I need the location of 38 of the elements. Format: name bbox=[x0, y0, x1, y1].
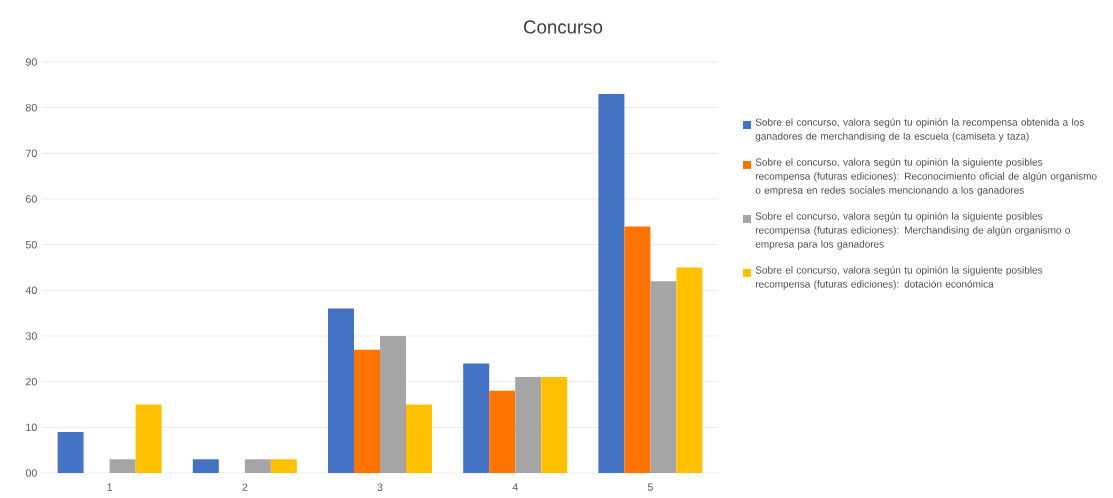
bar bbox=[109, 459, 136, 473]
y-tick-label: 40 bbox=[25, 286, 37, 295]
bar bbox=[624, 226, 651, 473]
legend-label: Sobre el concurso, valora según tu opinión la recompensa obtenida a los ganadores de merchandising de la escuela (camiseta y taza) bbox=[755, 118, 1084, 142]
bar bbox=[380, 335, 406, 473]
legend-label: Sobre el concurso, valora según tu opinión la siguiente posibles recompensa (futuras ediciones): Merchandising de algún organismo o empresa para los ganadores bbox=[755, 212, 1070, 250]
bar bbox=[541, 377, 568, 473]
y-tick-label: 60 bbox=[25, 195, 37, 203]
y-tick-label: 00 bbox=[25, 469, 37, 477]
bar bbox=[270, 459, 297, 473]
bar bbox=[676, 267, 703, 473]
bar bbox=[650, 281, 677, 473]
x-tick-label: 2 bbox=[242, 483, 248, 491]
x-tick-label: 1 bbox=[107, 483, 113, 491]
bar bbox=[598, 93, 625, 473]
y-tick-label: 20 bbox=[25, 377, 37, 386]
legend-label: Sobre el concurso, valora según tu opinión la siguiente posibles recompensa (futuras ediciones): Reconocimiento oficial de algún organismo o empresa en redes sociales mencionando a los ganadores bbox=[755, 158, 1097, 196]
bar bbox=[406, 404, 433, 473]
legend-label: Sobre el concurso, valora según tu opinión la siguiente posibles recompensa (futuras ediciones): dotación económica bbox=[755, 266, 1043, 290]
bar bbox=[328, 308, 354, 473]
y-tick-label: 10 bbox=[26, 423, 37, 432]
x-tick-label: 4 bbox=[512, 483, 518, 491]
y-tick-label: 70 bbox=[25, 149, 37, 158]
y-tick-label: 80 bbox=[25, 103, 37, 112]
bar bbox=[354, 349, 381, 473]
bar bbox=[135, 404, 162, 473]
bar bbox=[57, 431, 84, 473]
bar bbox=[489, 390, 516, 473]
x-tick-label: 5 bbox=[647, 483, 653, 491]
bar bbox=[192, 459, 219, 473]
x-tick-label: 3 bbox=[377, 483, 383, 491]
bar bbox=[244, 459, 271, 473]
y-tick-label: 50 bbox=[25, 240, 37, 249]
chart-title: Concurso bbox=[524, 20, 603, 34]
bar bbox=[463, 363, 490, 473]
y-tick-label: 30 bbox=[25, 332, 37, 340]
y-tick-label: 90 bbox=[25, 58, 37, 66]
bar bbox=[515, 377, 542, 473]
